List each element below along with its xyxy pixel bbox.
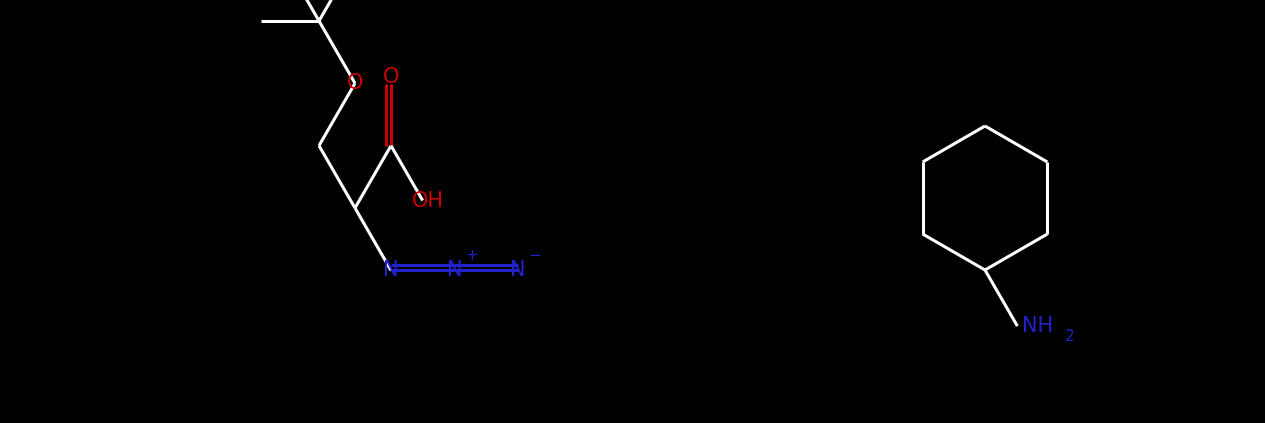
Text: N: N — [447, 260, 462, 280]
Text: +: + — [466, 248, 478, 263]
Text: OH: OH — [411, 190, 444, 211]
Text: N: N — [383, 260, 398, 280]
Text: O: O — [347, 73, 363, 93]
Text: NH: NH — [1022, 316, 1054, 336]
Text: O: O — [383, 67, 400, 88]
Text: −: − — [529, 248, 541, 263]
Text: 2: 2 — [1064, 329, 1074, 343]
Text: N: N — [510, 260, 525, 280]
